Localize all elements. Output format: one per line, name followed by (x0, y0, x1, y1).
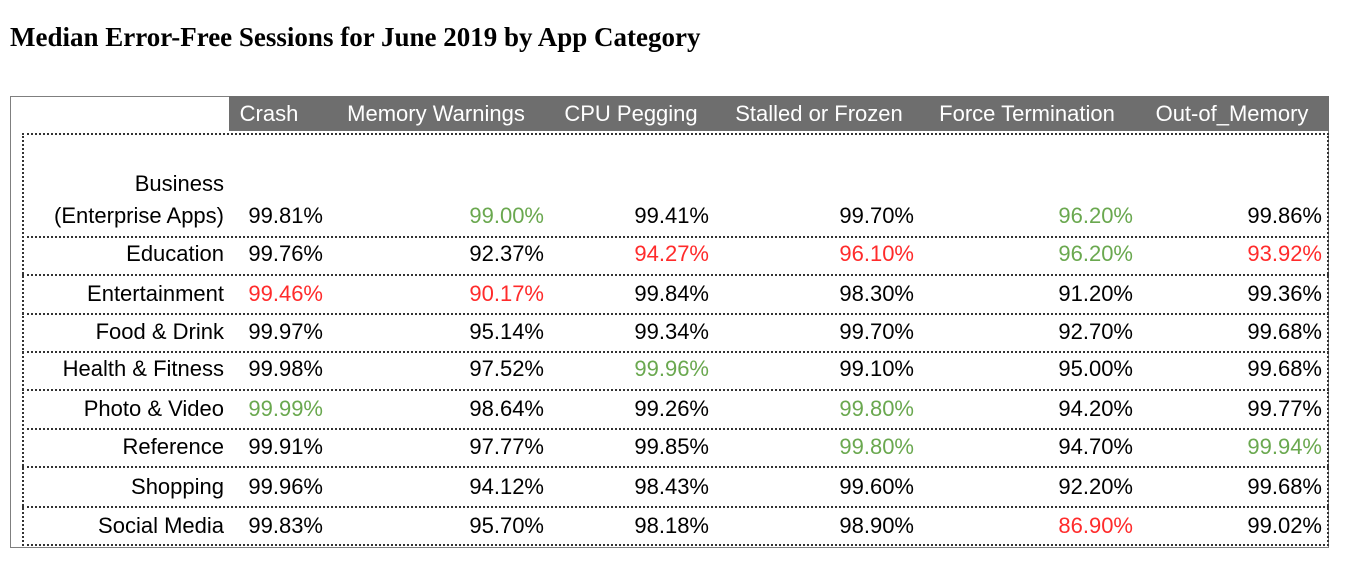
row-label: Food & Drink (95, 319, 224, 344)
table-cell: 99.97% (248, 319, 323, 344)
row-label: Entertainment (87, 281, 224, 306)
table-cell: 99.68% (1247, 356, 1322, 381)
table-border (22, 133, 1329, 546)
table-cell: 93.92% (1247, 241, 1322, 266)
table-cell: 99.41% (634, 203, 709, 228)
row-label: Health & Fitness (62, 356, 224, 381)
table-cell: 91.20% (1058, 281, 1133, 306)
table-cell: 99.86% (1247, 203, 1322, 228)
table-cell: 94.20% (1058, 396, 1133, 421)
row-label: Social Media (98, 513, 224, 538)
table-cell: 99.81% (248, 203, 323, 228)
table-cell: 99.96% (634, 356, 709, 381)
table-cell: 99.83% (248, 513, 323, 538)
column-header: CPU Pegging (564, 101, 698, 126)
table-cell: 99.80% (839, 396, 914, 421)
table-cell: 99.98% (248, 356, 323, 381)
table-cell: 92.20% (1058, 474, 1133, 499)
table-cell: 99.70% (839, 319, 914, 344)
row-separator (22, 506, 1329, 508)
row-separator (22, 236, 1329, 238)
row-separator (22, 351, 1329, 353)
table-cell: 99.26% (634, 396, 709, 421)
row-label: (Enterprise Apps) (54, 203, 224, 228)
table-cell: 99.70% (839, 203, 914, 228)
table-cell: 92.70% (1058, 319, 1133, 344)
row-separator (22, 274, 1329, 276)
table-cell: 86.90% (1058, 513, 1133, 538)
table-cell: 90.17% (469, 281, 544, 306)
row-separator (22, 466, 1329, 468)
table-cell: 96.20% (1058, 241, 1133, 266)
table-cell: 98.30% (839, 281, 914, 306)
table-cell: 99.76% (248, 241, 323, 266)
table-cell: 99.99% (248, 396, 323, 421)
column-header: Memory Warnings (347, 101, 525, 126)
table-cell: 99.94% (1247, 434, 1322, 459)
table-cell: 99.84% (634, 281, 709, 306)
row-label: Education (126, 241, 224, 266)
row-label: Reference (122, 434, 224, 459)
row-label: Business (134, 171, 224, 196)
row-separator (22, 428, 1329, 430)
table-cell: 99.34% (634, 319, 709, 344)
table-cell: 99.60% (839, 474, 914, 499)
table-cell: 92.37% (469, 241, 544, 266)
table-cell: 94.12% (469, 474, 544, 499)
table-cell: 95.14% (469, 319, 544, 344)
table-cell: 96.10% (839, 241, 914, 266)
table-cell: 97.77% (469, 434, 544, 459)
row-label: Photo & Video (83, 396, 224, 421)
table-cell: 99.02% (1247, 513, 1322, 538)
table-cell: 99.10% (839, 356, 914, 381)
table-cell: 97.52% (469, 356, 544, 381)
column-header: Stalled or Frozen (735, 101, 903, 126)
table-cell: 94.70% (1058, 434, 1133, 459)
row-separator (22, 313, 1329, 315)
row-separator (22, 389, 1329, 391)
table-cell: 94.27% (634, 241, 709, 266)
table-cell: 96.20% (1058, 203, 1133, 228)
table-cell: 98.43% (634, 474, 709, 499)
table-cell: 99.00% (469, 203, 544, 228)
table-cell: 99.91% (248, 434, 323, 459)
table-cell: 99.85% (634, 434, 709, 459)
table-cell: 99.68% (1247, 319, 1322, 344)
table-cell: 99.80% (839, 434, 914, 459)
table-cell: 99.96% (248, 474, 323, 499)
table-cell: 99.68% (1247, 474, 1322, 499)
column-header: Out-of_Memory (1155, 101, 1309, 126)
table-cell: 98.18% (634, 513, 709, 538)
table-cell: 99.77% (1247, 396, 1322, 421)
table-cell: 95.70% (469, 513, 544, 538)
column-header: Crash (239, 101, 299, 126)
table-cell: 99.36% (1247, 281, 1322, 306)
table-cell: 98.64% (469, 396, 544, 421)
column-header: Force Termination (939, 101, 1115, 126)
chart-title: Median Error-Free Sessions for June 2019… (10, 22, 701, 52)
table-cell: 98.90% (839, 513, 914, 538)
row-label: Shopping (131, 474, 224, 499)
table-cell: 99.46% (248, 281, 323, 306)
header-bar (229, 96, 1329, 131)
table-cell: 95.00% (1058, 356, 1133, 381)
